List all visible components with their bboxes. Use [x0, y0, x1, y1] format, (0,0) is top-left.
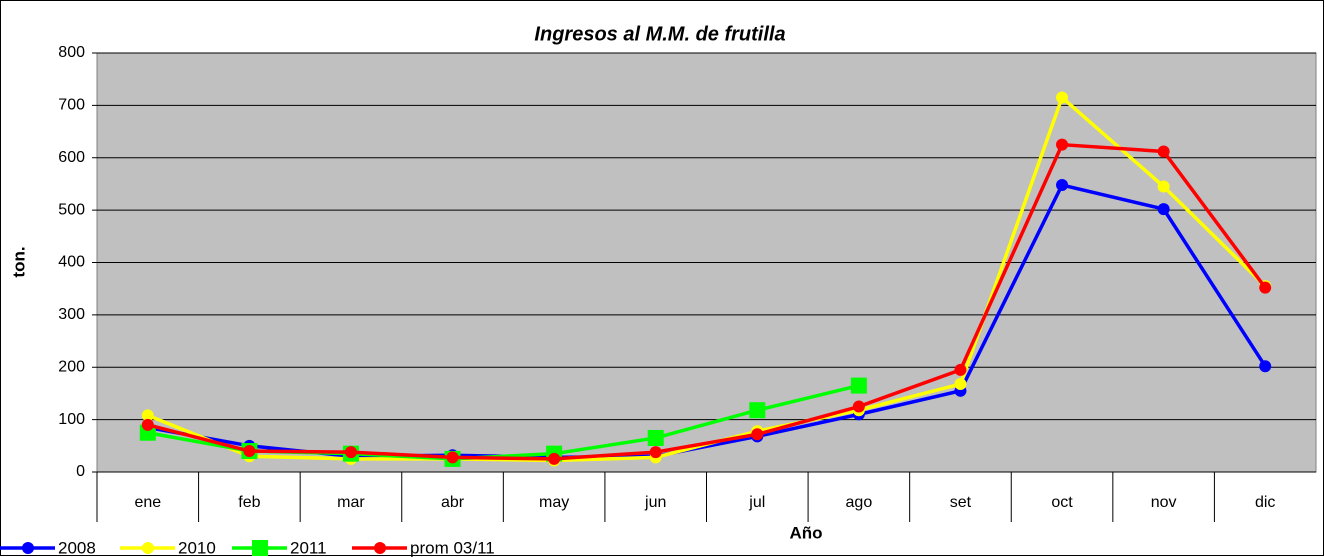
x-axis-label: Año — [789, 523, 822, 542]
point — [649, 446, 662, 459]
point — [1157, 203, 1170, 216]
x-tick-label: jun — [644, 494, 666, 511]
series-line — [147, 142, 1267, 461]
x-tick-label: ago — [846, 494, 873, 511]
point — [647, 429, 664, 446]
legend-label: 2010 — [178, 538, 216, 557]
point — [751, 428, 764, 441]
legend-marker — [252, 540, 268, 556]
point — [344, 446, 357, 459]
y-tick-label: 0 — [76, 463, 85, 480]
legend-label: 2011 — [290, 538, 327, 557]
point — [1259, 281, 1272, 294]
x-tick-label: mar — [337, 494, 365, 511]
point — [954, 363, 967, 376]
point — [954, 378, 967, 391]
legend-marker — [22, 542, 34, 554]
point — [243, 445, 256, 458]
legend-label: 2008 — [58, 538, 96, 557]
chart-title: Ingresos al M.M. de frutilla — [534, 23, 785, 45]
x-tick-label: feb — [238, 494, 260, 511]
legend-marker — [374, 542, 386, 554]
x-tick-label: may — [539, 494, 569, 511]
legend-marker — [142, 542, 154, 554]
y-tick-label: 700 — [58, 97, 85, 114]
y-tick-label: 100 — [58, 411, 85, 428]
y-tick-label: 300 — [58, 306, 85, 323]
y-tick-label: 200 — [58, 358, 85, 375]
y-tick-label: 600 — [58, 149, 85, 166]
x-tick-label: nov — [1151, 494, 1177, 511]
x-tick-label: oct — [1051, 494, 1073, 511]
legend-label: prom 03/11 — [410, 538, 495, 557]
point — [852, 400, 865, 413]
point — [1157, 145, 1170, 158]
y-tick-label: 800 — [58, 44, 85, 61]
point — [141, 418, 154, 431]
x-tick-label: dic — [1255, 494, 1275, 511]
point — [1056, 178, 1069, 191]
point — [1056, 138, 1069, 151]
x-tick-label: set — [950, 494, 972, 511]
x-tick-label: jul — [748, 494, 765, 511]
point — [1056, 91, 1069, 104]
point — [1259, 360, 1272, 373]
point — [1157, 180, 1170, 193]
x-tick-label: abr — [441, 494, 465, 511]
y-tick-label: 400 — [58, 254, 85, 271]
y-tick-label: 500 — [58, 201, 85, 218]
point — [141, 409, 154, 422]
point — [749, 402, 766, 419]
point — [446, 451, 459, 464]
y-axis-label: ton. — [9, 246, 28, 277]
x-tick-label: ene — [134, 494, 161, 511]
point — [548, 452, 561, 465]
point — [850, 377, 867, 394]
